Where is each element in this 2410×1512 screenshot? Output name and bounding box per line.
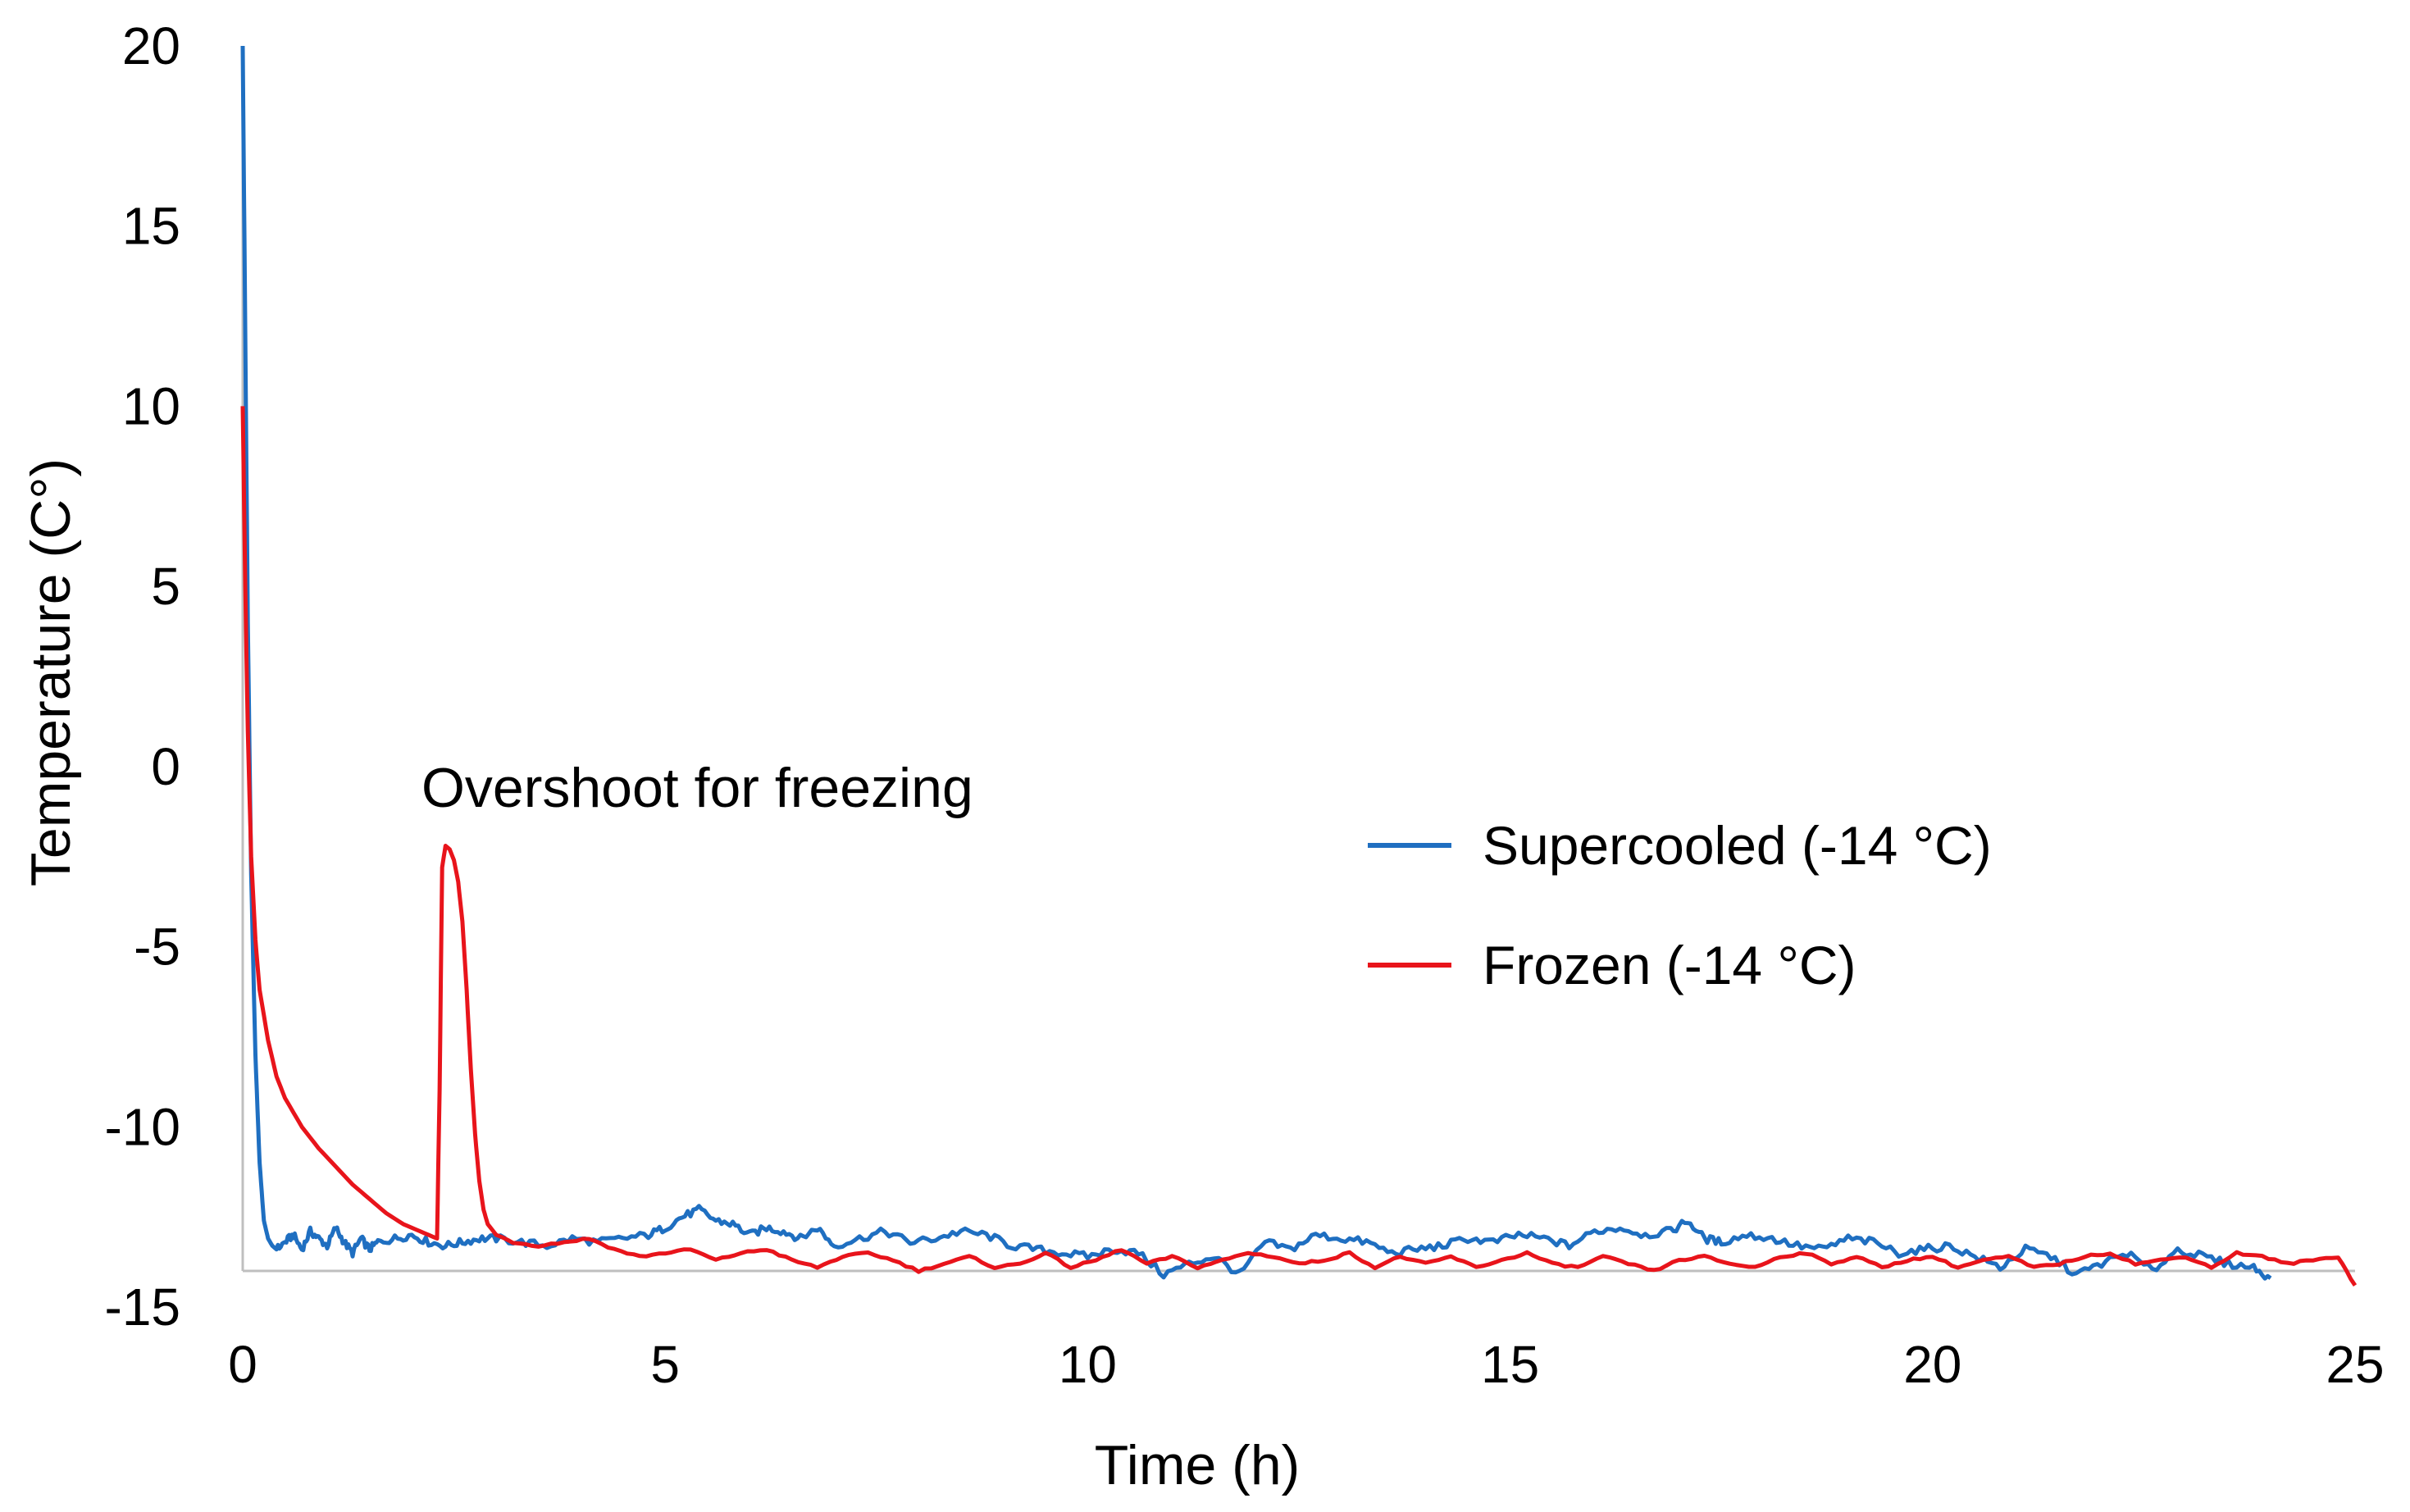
y-tick-label-7: -15 — [105, 1277, 181, 1337]
y-tick-label-4: 0 — [151, 737, 180, 796]
y-tick-label-5: -5 — [134, 918, 180, 977]
series-line-supercooled — [240, 45, 2272, 1281]
x-tick-label-2: 10 — [1059, 1335, 1117, 1394]
y-tick-label-1: 15 — [122, 197, 180, 256]
x-tick-label-1: 5 — [650, 1335, 680, 1394]
x-ticks: 0 5 10 15 20 25 — [228, 1335, 2384, 1394]
x-tick-label-5: 25 — [2326, 1335, 2384, 1394]
y-tick-label-2: 10 — [122, 376, 180, 435]
legend-label-frozen: Frozen (-14 °C) — [1483, 935, 1856, 995]
y-axis-title: Temperature (C°) — [20, 458, 82, 886]
x-axis-title: Time (h) — [1095, 1434, 1301, 1496]
x-tick-label-0: 0 — [228, 1335, 257, 1394]
series-layer — [240, 45, 2358, 1287]
legend-label-supercooled: Supercooled (-14 °C) — [1483, 815, 1992, 876]
y-ticks: 20 15 10 5 0 -5 -10 -15 — [105, 16, 181, 1337]
legend: Supercooled (-14 °C) Frozen (-14 °C) — [1368, 815, 1992, 995]
y-tick-label-0: 20 — [122, 16, 180, 75]
x-tick-label-3: 15 — [1481, 1335, 1539, 1394]
x-tick-label-4: 20 — [1903, 1335, 1961, 1394]
y-tick-label-6: -10 — [105, 1097, 181, 1156]
annotation-overshoot: Overshoot for freezing — [421, 757, 973, 819]
series-line-frozen — [240, 406, 2358, 1287]
y-tick-label-3: 5 — [151, 557, 180, 616]
